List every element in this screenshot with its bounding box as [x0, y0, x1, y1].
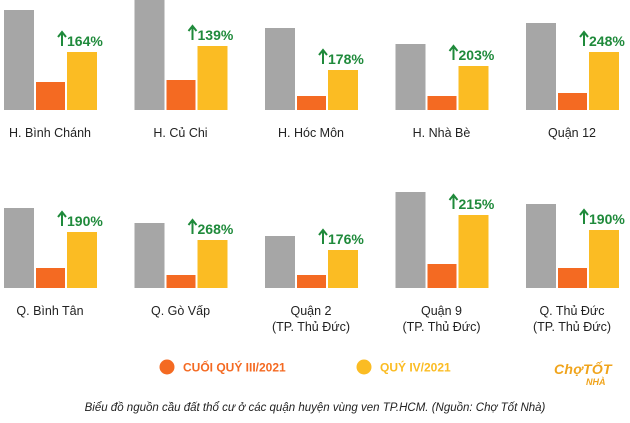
category-label: Quận 2	[290, 304, 331, 318]
bar-reference	[265, 28, 295, 110]
bar-q3-2021	[36, 268, 65, 288]
bar-q4-2021	[458, 215, 489, 288]
legend-swatch	[159, 359, 175, 375]
bar-reference	[395, 192, 426, 288]
bar-reference	[134, 223, 165, 288]
bar-reference	[395, 44, 426, 110]
bar-q4-2021	[67, 52, 97, 110]
legend-label: QUÝ IV/2021	[380, 360, 451, 375]
bar-reference	[134, 0, 165, 110]
growth-label: 190%	[67, 213, 103, 229]
growth-label: 203%	[459, 47, 495, 63]
growth-arrow-icon	[579, 208, 589, 224]
bar-q4-2021	[197, 240, 228, 288]
bar-q3-2021	[297, 96, 326, 110]
category-label: (TP. Thủ Đức)	[272, 320, 350, 334]
bar-reference	[4, 10, 34, 110]
category-label: H. Bình Chánh	[9, 126, 91, 140]
growth-arrow-icon	[318, 228, 328, 244]
category-label: Quận 12	[548, 126, 596, 140]
category-label: H. Củ Chi	[153, 126, 207, 140]
growth-arrow-icon	[448, 193, 459, 209]
growth-label: 164%	[67, 33, 103, 49]
bar-q4-2021	[589, 52, 619, 110]
growth-label: 139%	[198, 27, 234, 43]
growth-label: 215%	[459, 196, 495, 212]
chart-panels: 164% H. Bình Chánh 139% H. Củ Chi 178% H. Hóc…	[4, 0, 625, 334]
growth-label: 268%	[198, 221, 234, 237]
bar-q3-2021	[427, 96, 457, 110]
logo-text-bottom: NHÀ	[586, 377, 606, 387]
logo-text-top: ChợTỐT	[554, 361, 612, 377]
legend-swatch	[356, 359, 372, 375]
category-label: Q. Gò Vấp	[151, 304, 210, 318]
bar-q3-2021	[166, 80, 196, 110]
growth-arrow-icon	[579, 30, 589, 46]
bar-q4-2021	[67, 232, 97, 288]
growth-arrow-icon	[318, 48, 328, 64]
bar-q3-2021	[166, 275, 196, 288]
cho-tot-nha-logo: ChợTỐT NHÀ	[552, 357, 626, 391]
category-label: H. Hóc Môn	[278, 126, 344, 140]
bar-reference	[526, 23, 556, 110]
bar-q4-2021	[589, 230, 619, 288]
growth-label: 190%	[589, 211, 625, 227]
bar-q3-2021	[297, 275, 326, 288]
bar-reference	[4, 208, 34, 288]
category-label: Q. Bình Tân	[16, 304, 83, 318]
category-label: Q. Thủ Đức	[539, 304, 604, 318]
growth-label: 248%	[589, 33, 625, 49]
growth-arrow-icon	[57, 210, 67, 226]
bar-reference	[526, 204, 556, 288]
growth-arrow-icon	[57, 30, 67, 46]
demand-chart: 164% H. Bình Chánh 139% H. Củ Chi 178% H. Hóc…	[4, 0, 625, 375]
category-label: Quận 9	[421, 304, 462, 318]
category-label: (TP. Thủ Đức)	[402, 320, 480, 334]
bar-q4-2021	[197, 46, 228, 110]
category-label: (TP. Thủ Đức)	[533, 320, 611, 334]
bar-q4-2021	[328, 70, 358, 110]
growth-label: 178%	[328, 51, 364, 67]
bar-q4-2021	[458, 66, 489, 110]
growth-label: 176%	[328, 231, 364, 247]
bar-q3-2021	[36, 82, 65, 110]
bar-q3-2021	[558, 268, 587, 288]
category-label: H. Nhà Bè	[413, 126, 471, 140]
growth-arrow-icon	[187, 218, 198, 234]
bar-q3-2021	[558, 93, 587, 110]
bar-reference	[265, 236, 295, 288]
chart-caption: Biểu đồ nguồn cầu đất thổ cư ở các quận …	[84, 402, 546, 414]
bar-q3-2021	[427, 264, 457, 288]
bar-q4-2021	[328, 250, 358, 288]
growth-arrow-icon	[187, 24, 198, 40]
growth-arrow-icon	[448, 44, 459, 60]
chart-legend: CUỐI QUÝ III/2021 QUÝ IV/2021	[159, 359, 451, 375]
legend-label: CUỐI QUÝ III/2021	[183, 360, 286, 375]
